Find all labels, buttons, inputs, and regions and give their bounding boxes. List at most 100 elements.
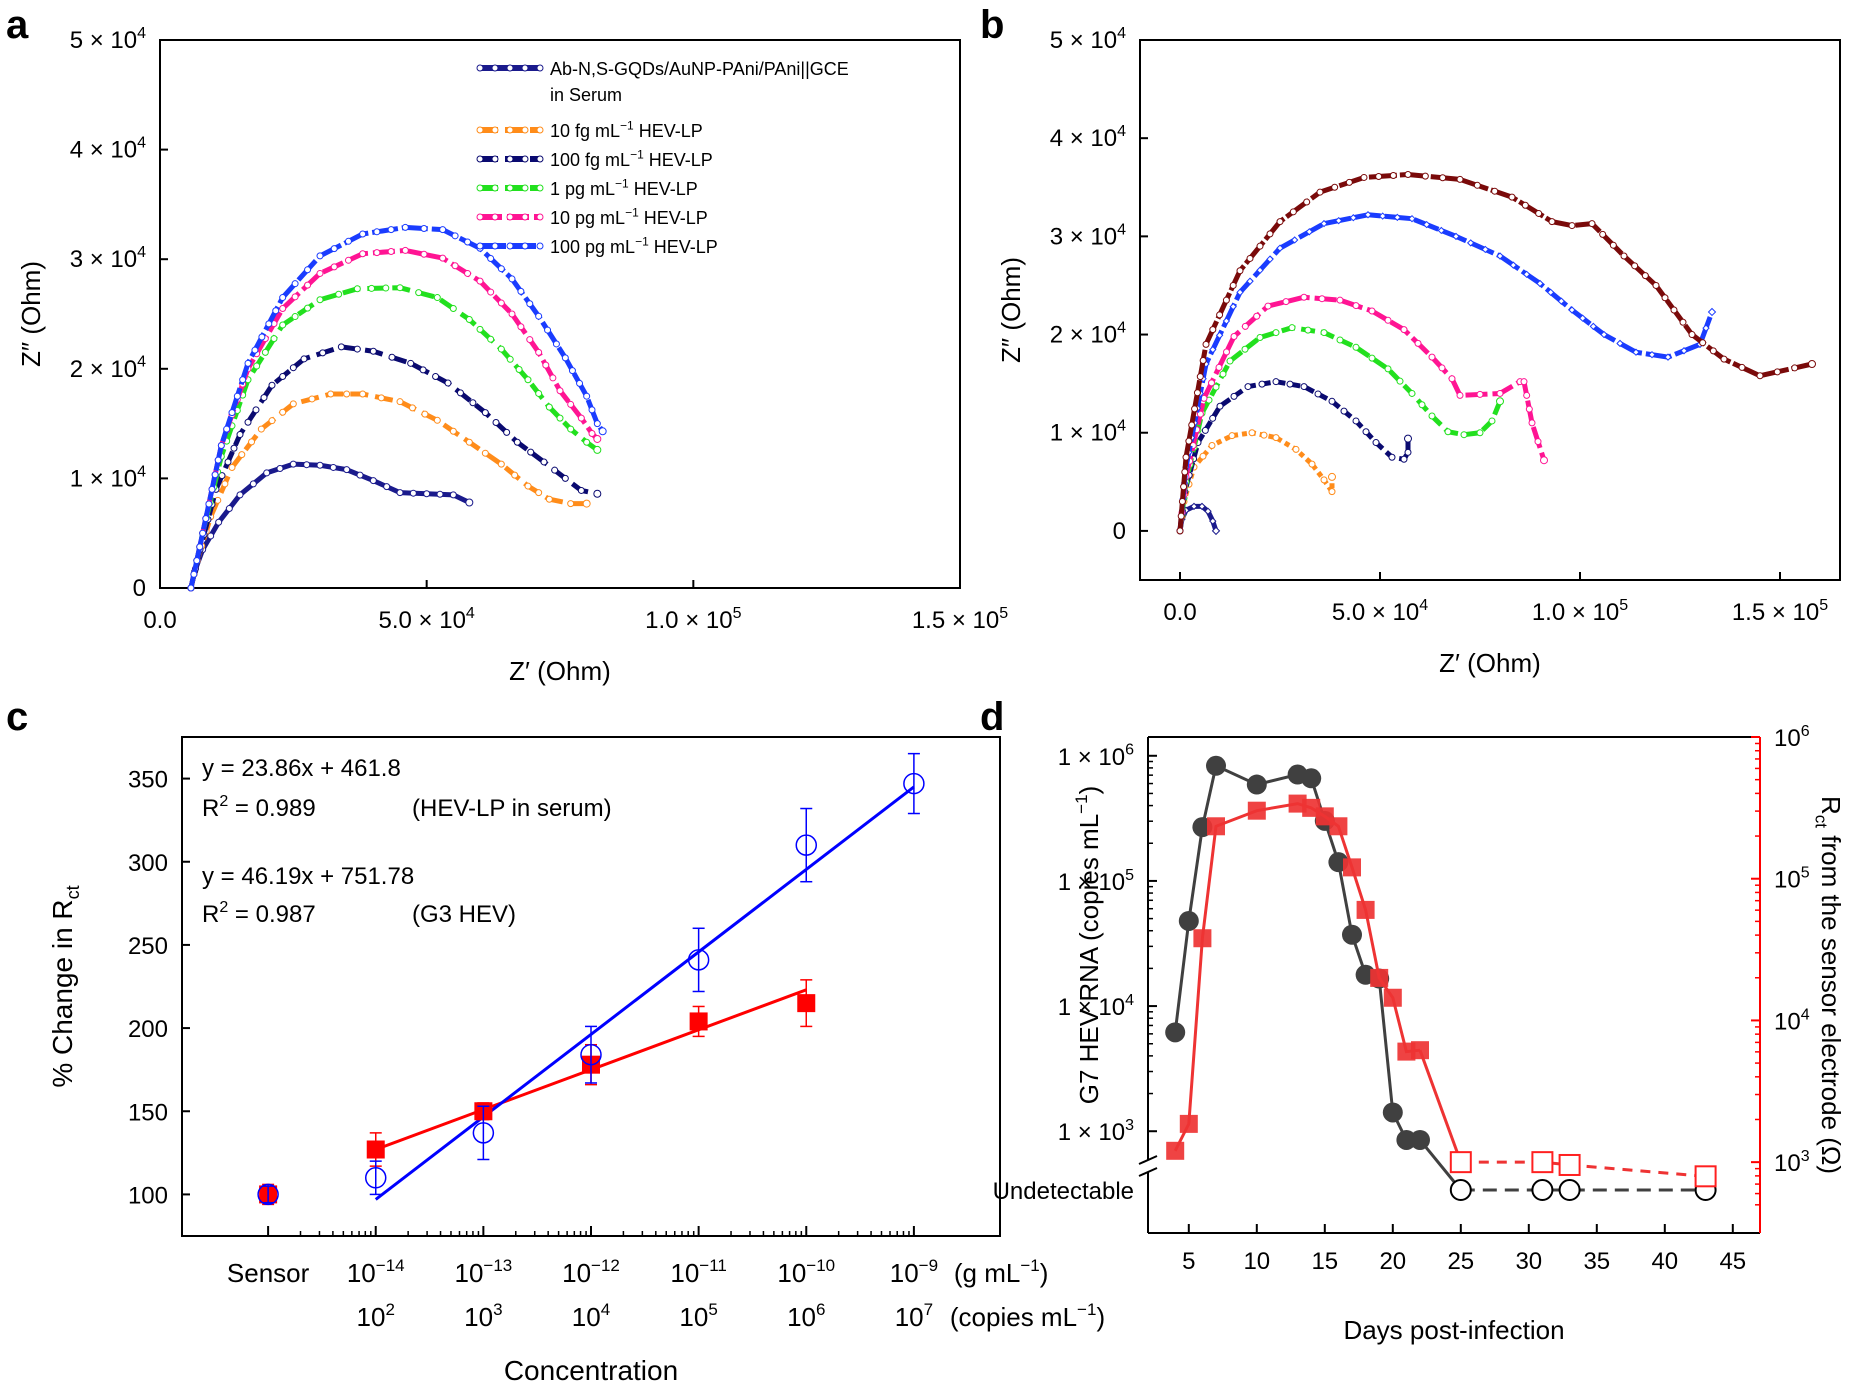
data-point	[588, 429, 596, 437]
data-point	[1652, 281, 1660, 289]
y-tick-label: 2 × 104	[1050, 319, 1126, 348]
data-point	[1384, 316, 1392, 324]
left-tick-label: 1 × 106	[1058, 742, 1134, 771]
data-point	[551, 466, 559, 474]
data-point	[224, 458, 232, 466]
rct-point-open	[1558, 1153, 1581, 1176]
rct-point	[1397, 1042, 1416, 1061]
data-point	[369, 477, 377, 485]
data-point	[335, 290, 343, 298]
data-point	[1460, 431, 1468, 439]
data-point	[1496, 397, 1504, 406]
data-point	[1188, 421, 1196, 429]
data-point	[409, 489, 417, 497]
data-point	[1246, 254, 1254, 262]
data-point	[583, 392, 591, 400]
data-point	[1404, 434, 1412, 443]
data-point	[508, 310, 516, 318]
data-point	[396, 284, 404, 292]
rct-point-open	[1531, 1151, 1554, 1174]
data-point	[567, 500, 575, 508]
legend-label: 100 pg mL−1 HEV-LP	[550, 234, 718, 257]
data-point	[487, 254, 495, 262]
data-point	[368, 284, 376, 292]
data-point	[221, 480, 229, 488]
data-point	[1260, 431, 1268, 439]
data-point	[1568, 306, 1576, 314]
legend-marker	[521, 64, 529, 72]
legend-marker	[521, 242, 529, 250]
data-point	[1476, 390, 1484, 398]
red-tick-label: 10−11	[670, 1256, 727, 1288]
data-point	[432, 372, 440, 380]
data-point	[1286, 380, 1294, 388]
left-tick-label: 1 × 104	[1058, 992, 1134, 1021]
data-point	[366, 1140, 385, 1159]
data-point	[373, 249, 381, 257]
y-tick-label: 1 × 104	[1050, 418, 1126, 447]
rna-point	[1165, 1022, 1186, 1043]
data-point	[279, 321, 287, 329]
rna-point	[1246, 774, 1267, 795]
legend: Ab-N,S-GQDs/AuNP-PAni/PAni||GCE in Serum 1…	[476, 59, 849, 257]
data-point	[228, 409, 236, 417]
data-point	[1178, 497, 1186, 505]
data-point	[535, 312, 543, 320]
data-point	[258, 333, 266, 341]
y-axis-label: % Change in Rct	[47, 885, 83, 1087]
data-point	[388, 353, 396, 361]
data-point	[316, 269, 324, 277]
data-point	[545, 403, 553, 411]
data-point	[1211, 526, 1221, 536]
data-point	[377, 394, 385, 402]
data-point	[1396, 377, 1404, 385]
data-point	[1201, 426, 1209, 434]
data-point	[263, 469, 271, 477]
data-point	[238, 451, 246, 459]
data-point	[279, 294, 287, 302]
data-point	[1222, 317, 1231, 325]
red-tick-label: 10−10	[777, 1256, 835, 1288]
legend-label: 10 fg mL−1 HEV-LP	[550, 118, 703, 141]
axis-break-mark	[1138, 1155, 1158, 1165]
rct-point	[1166, 1141, 1185, 1160]
data-point	[327, 390, 335, 398]
rct-line-drop	[1418, 1049, 1463, 1163]
legend-marker	[506, 126, 514, 134]
y-tick-label: 150	[128, 1099, 168, 1126]
data-point	[1336, 336, 1344, 344]
legend-marker	[491, 126, 499, 134]
data-point	[260, 394, 268, 402]
x-tick-label: 15	[1311, 1248, 1338, 1275]
data-point	[1508, 193, 1516, 201]
data-point	[1193, 389, 1201, 397]
data-point	[1334, 216, 1343, 225]
data-point	[369, 347, 377, 355]
data-point	[304, 281, 312, 289]
data-point	[1230, 392, 1238, 400]
data-point	[1288, 324, 1296, 332]
data-point	[464, 269, 472, 277]
data-point	[214, 496, 222, 504]
data-point	[1418, 401, 1426, 409]
x-tick-label: 1.5 × 105	[912, 605, 1008, 634]
data-point	[329, 463, 337, 471]
data-point	[439, 226, 447, 234]
data-point	[1209, 517, 1217, 525]
data-point	[1808, 360, 1816, 368]
data-point	[476, 277, 484, 285]
legend-marker	[476, 213, 484, 221]
data-point	[289, 400, 297, 408]
series-line	[1177, 379, 1411, 532]
legend-marker	[521, 184, 529, 192]
rct-point	[1315, 807, 1334, 826]
data-point	[205, 500, 213, 508]
series-line	[188, 344, 598, 589]
y-tick-label: 1 × 104	[70, 463, 146, 492]
data-point	[593, 489, 602, 498]
data-point	[1303, 198, 1311, 206]
data-point	[526, 300, 534, 308]
data-point	[1438, 364, 1446, 372]
data-point	[1496, 252, 1504, 260]
left-tick-label: 1 × 103	[1058, 1117, 1134, 1146]
